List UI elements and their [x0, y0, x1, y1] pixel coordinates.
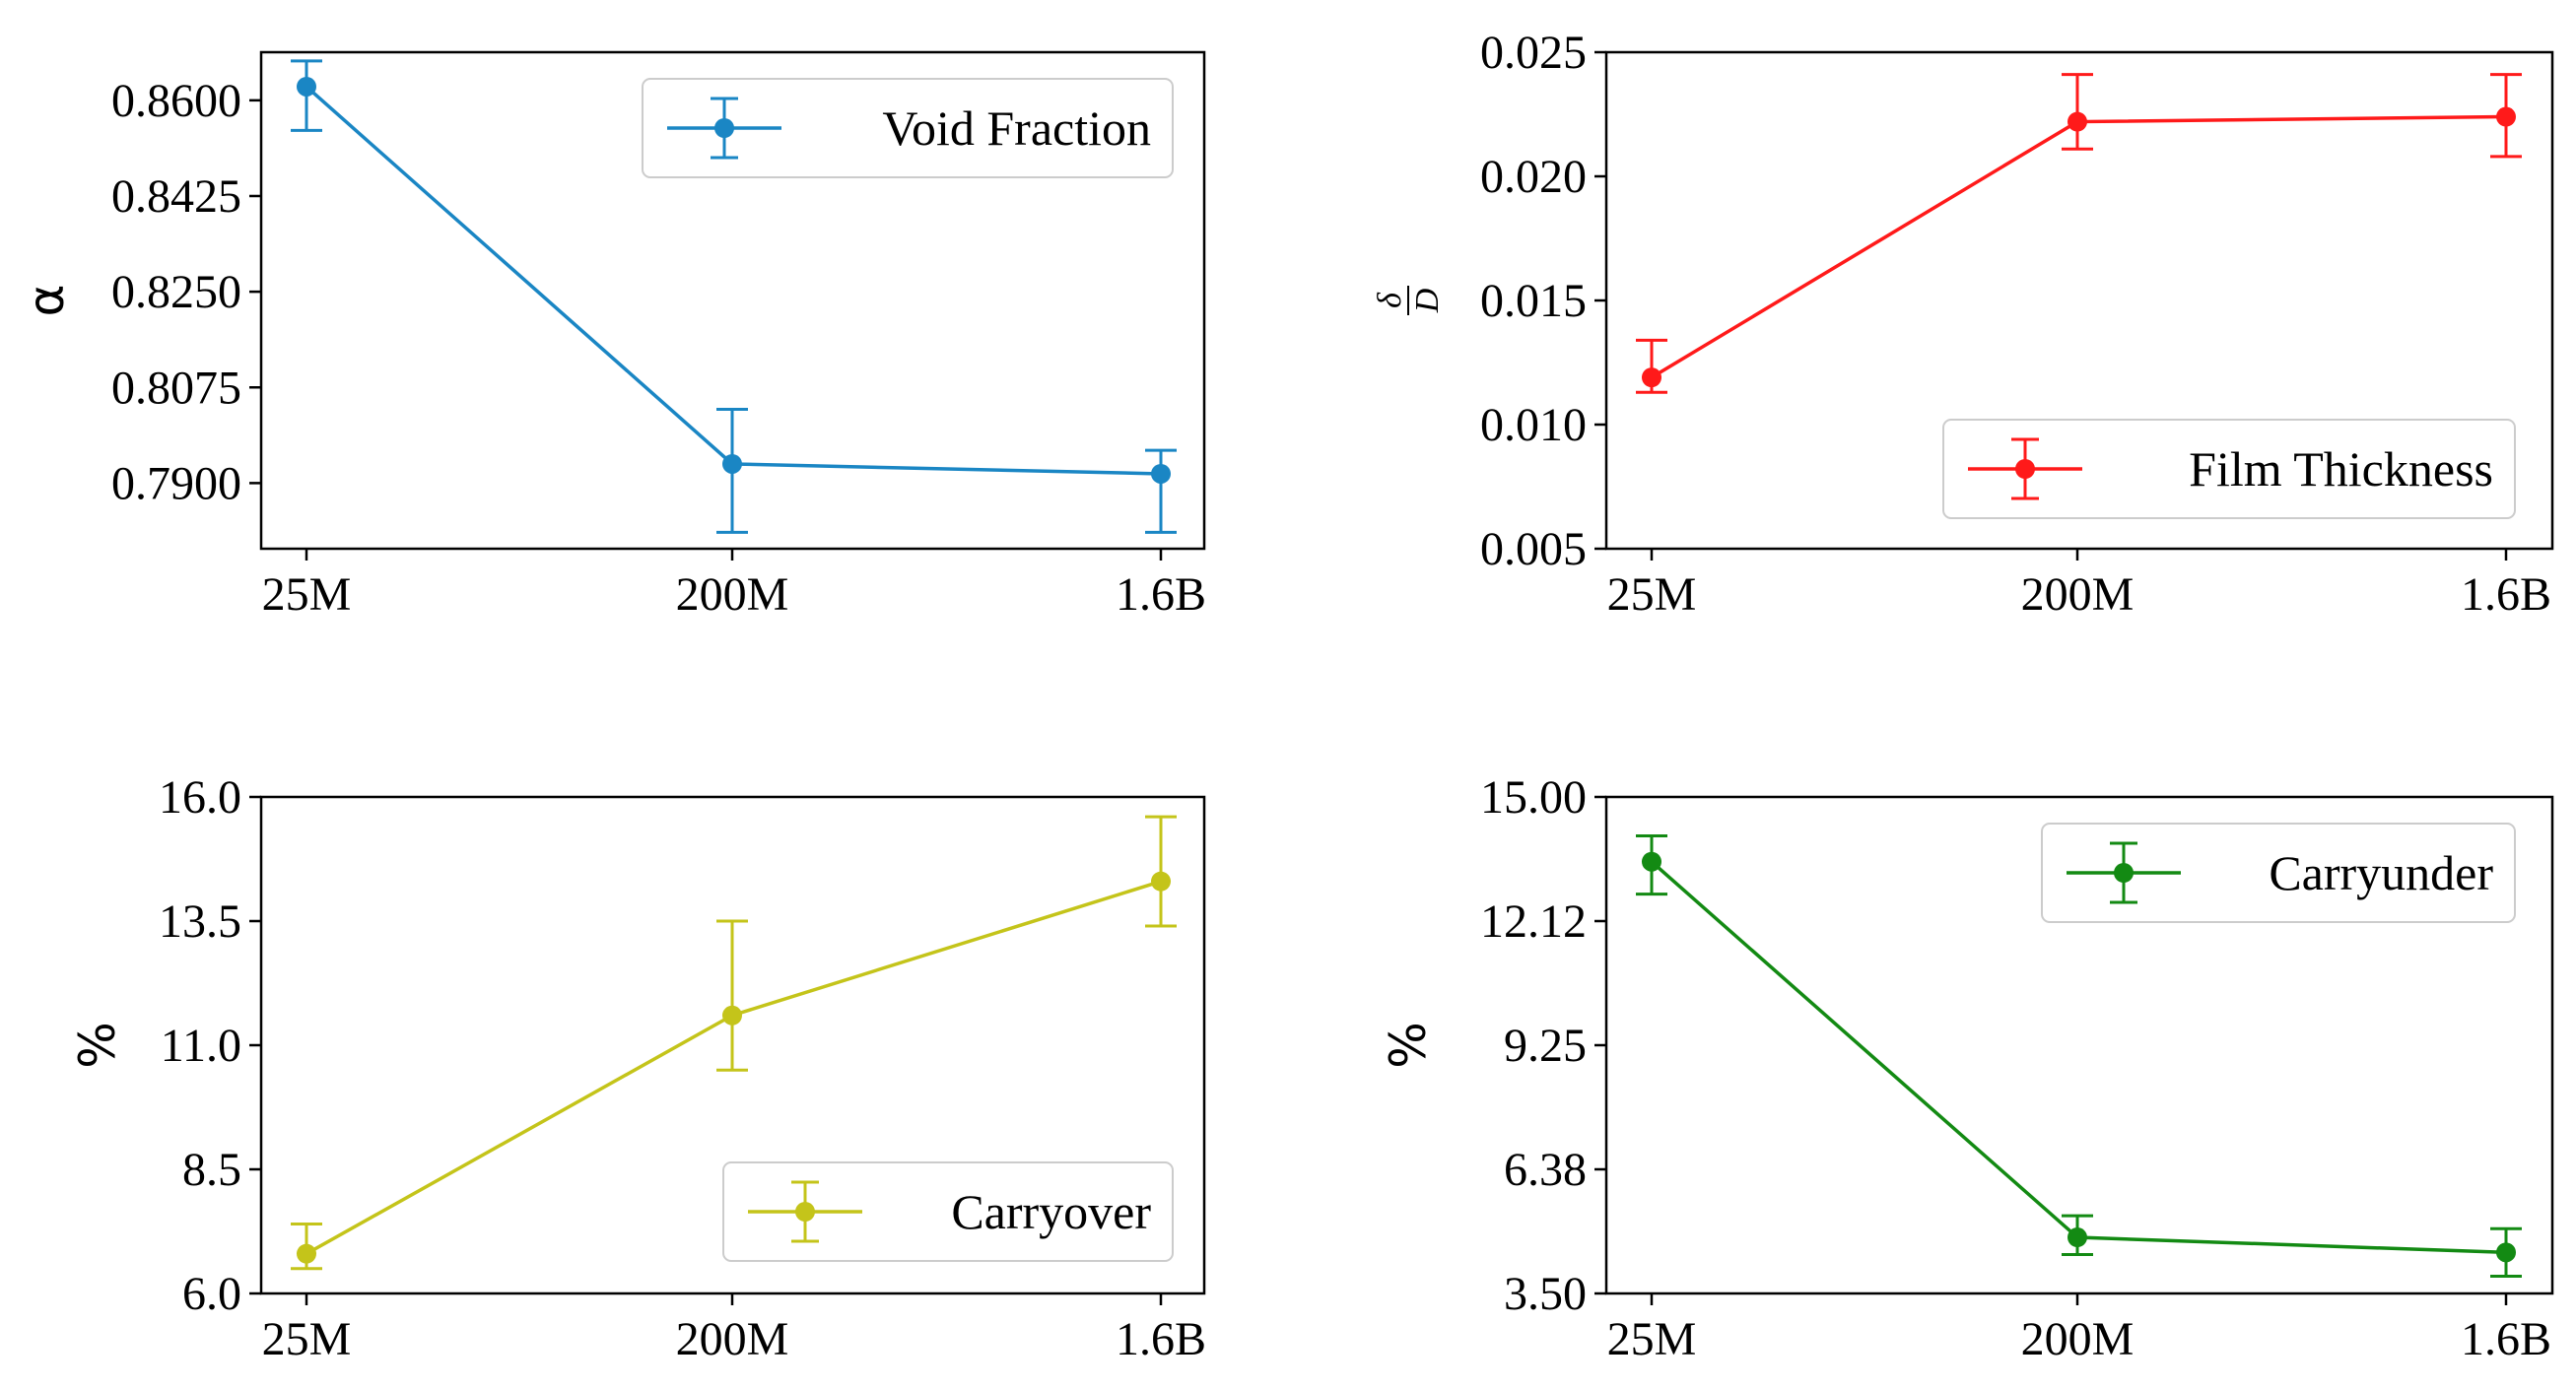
data-point	[2496, 106, 2516, 127]
y-axis-label: %	[69, 1022, 126, 1069]
x-tick-label: 25M	[262, 1313, 352, 1365]
y-tick-label: 0.005	[1480, 523, 1587, 575]
x-tick-label: 25M	[1607, 1313, 1697, 1365]
y-tick-label: 6.38	[1504, 1144, 1587, 1196]
y-tick-label: 8.5	[182, 1144, 241, 1196]
legend-marker	[2114, 863, 2134, 883]
legend-label: Film Thickness	[2189, 441, 2493, 496]
x-tick-label: 200M	[2021, 568, 2135, 621]
data-point	[297, 76, 316, 97]
y-tick-label: 0.8600	[111, 75, 241, 127]
x-tick-label: 1.6B	[2461, 568, 2551, 621]
y-tick-label: 0.8075	[111, 362, 241, 414]
panel-1: 0.8600 0.8425 0.8250 0.8075 0.7900 25M 200M 1.6…	[18, 50, 1206, 621]
y-tick-label: 0.025	[1480, 27, 1587, 79]
panel-4: 15.00 12.12 9.25 6.38 3.50 25M 200M 1.6B% Carryu…	[1380, 771, 2554, 1365]
y-tick-label: 12.12	[1480, 895, 1587, 948]
x-tick-label: 25M	[262, 568, 352, 621]
y-tick-label: 0.010	[1480, 399, 1587, 451]
legend-marker	[795, 1202, 815, 1222]
y-tick-label: 16.0	[159, 771, 241, 824]
y-tick-label: 13.5	[159, 895, 241, 948]
y-tick-label: 0.020	[1480, 151, 1587, 203]
y-tick-label: 0.8250	[111, 266, 241, 318]
data-point	[1151, 463, 1171, 484]
x-tick-label: 200M	[676, 568, 789, 621]
data-point	[722, 1005, 742, 1026]
legend-box	[642, 78, 1174, 178]
legend: Carryover	[722, 1161, 1174, 1262]
y-axis-label-numerator: δ	[1372, 292, 1408, 308]
y-tick-label: 6.0	[182, 1268, 241, 1320]
data-point	[2068, 111, 2087, 132]
legend-label: Carryunder	[2269, 845, 2493, 900]
legend: Film Thickness	[1942, 419, 2516, 519]
data-point	[2496, 1242, 2516, 1263]
data-point	[2068, 1227, 2087, 1248]
y-tick-label: 0.015	[1480, 275, 1587, 327]
data-point	[297, 1243, 316, 1264]
y-axis-label-denominator: D	[1409, 288, 1446, 313]
y-tick-label: 11.0	[161, 1020, 241, 1072]
y-tick-label: 0.8425	[111, 170, 241, 223]
y-axis-label: α	[18, 285, 75, 317]
y-axis-label: %	[1380, 1022, 1437, 1069]
x-tick-label: 1.6B	[2461, 1313, 2551, 1365]
legend-marker	[714, 118, 734, 138]
legend-label: Void Fraction	[882, 100, 1151, 156]
legend: Carryunder	[2041, 823, 2516, 923]
y-tick-label: 0.7900	[111, 457, 241, 509]
panel-2: 0.025 0.020 0.015 0.010 0.005 25M 200M 1.6B δ D Fi…	[1372, 27, 2554, 621]
x-tick-label: 200M	[676, 1313, 789, 1365]
y-tick-label: 15.00	[1480, 771, 1587, 824]
legend-box	[722, 1161, 1174, 1262]
legend-box	[2041, 823, 2516, 923]
legend-label: Carryover	[951, 1184, 1151, 1239]
x-tick-label: 25M	[1607, 568, 1697, 621]
panel-3: 16.0 13.5 11.0 8.5 6.0 25M 200M 1.6B% Carryover	[69, 771, 1206, 1365]
x-tick-label: 1.6B	[1116, 1313, 1206, 1365]
y-tick-label: 3.50	[1504, 1268, 1587, 1320]
legend: Void Fraction	[642, 78, 1174, 178]
legend-box	[1942, 419, 2516, 519]
x-tick-label: 1.6B	[1116, 568, 1206, 621]
data-point	[1642, 367, 1661, 388]
data-point	[722, 453, 742, 474]
y-tick-label: 9.25	[1504, 1020, 1587, 1072]
series-line	[1651, 114, 2507, 379]
x-tick-label: 200M	[2021, 1313, 2135, 1365]
data-point	[1642, 851, 1661, 872]
data-point	[1151, 871, 1171, 892]
legend-marker	[2015, 459, 2035, 479]
